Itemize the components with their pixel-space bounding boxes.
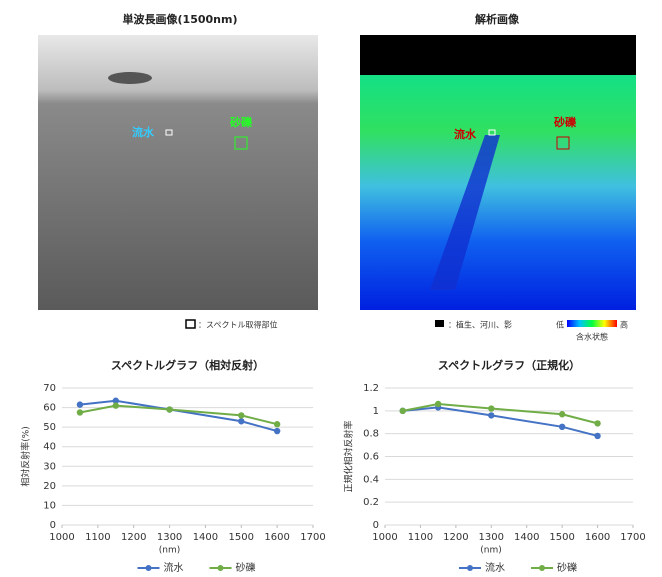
y-tick-label: 1 [373, 406, 379, 417]
image-label: 流水 [454, 127, 477, 141]
legend-marker [539, 565, 545, 571]
data-point [238, 418, 244, 424]
image-label: 砂礫 [230, 115, 253, 129]
data-point [274, 428, 280, 434]
data-point [274, 421, 280, 427]
x-tick-label: 1200 [443, 532, 468, 543]
legend-text: ：スペクトル取得部位 [198, 320, 277, 330]
data-point [488, 405, 494, 411]
y-tick-label: 1.2 [363, 383, 379, 394]
x-tick-label: 1500 [229, 532, 254, 543]
y-tick-label: 10 [43, 500, 56, 511]
chart-title: スペクトルグラフ（正規化） [438, 358, 580, 372]
legend-label: 流水 [164, 561, 184, 574]
data-point [594, 420, 600, 426]
x-tick-label: 1700 [300, 532, 325, 543]
x-tick-label: 1400 [193, 532, 218, 543]
x-axis-label: (nm) [159, 546, 181, 556]
image-label: 砂礫 [554, 115, 577, 129]
y-tick-label: 0.6 [363, 452, 379, 463]
x-tick-label: 1000 [49, 532, 74, 543]
legend-box [435, 320, 444, 327]
series-line [80, 406, 277, 425]
legend-marker [146, 565, 152, 571]
legend-label: 砂礫 [557, 561, 577, 574]
x-tick-label: 1200 [121, 532, 146, 543]
legend-marker [218, 565, 224, 571]
x-tick-label: 1600 [264, 532, 289, 543]
legend-label: 流水 [485, 561, 505, 574]
data-point [77, 409, 83, 415]
y-tick-label: 60 [43, 403, 56, 414]
series-line [403, 404, 598, 423]
image-title: 解析画像 [475, 12, 520, 26]
data-point [400, 408, 406, 414]
y-tick-label: 0.8 [363, 429, 379, 440]
x-tick-label: 1100 [85, 532, 110, 543]
data-point [166, 406, 172, 412]
data-point [113, 402, 119, 408]
x-tick-label: 1500 [549, 532, 574, 543]
x-tick-label: 1700 [620, 532, 645, 543]
image-label: 流水 [132, 125, 155, 139]
y-tick-label: 50 [43, 422, 56, 433]
legend-text: ：植生、河川、影 [448, 320, 512, 330]
color-scale [567, 320, 617, 327]
scale-high: 高 [620, 320, 628, 330]
legend-label: 砂礫 [236, 561, 256, 574]
chart-title: スペクトルグラフ（相対反射） [111, 358, 264, 372]
scale-label: 含水状態 [576, 332, 608, 342]
data-point [559, 411, 565, 417]
legend-marker [467, 565, 473, 571]
image-title: 単波長画像(1500nm) [123, 12, 238, 26]
y-tick-label: 20 [43, 481, 56, 492]
y-tick-label: 0 [50, 520, 56, 531]
x-tick-label: 1600 [585, 532, 610, 543]
scale-low: 低 [556, 320, 564, 330]
x-tick-label: 1000 [372, 532, 397, 543]
data-point [77, 401, 83, 407]
analysis-image [360, 35, 636, 310]
y-tick-label: 0 [373, 520, 379, 531]
y-axis-label: 相対反射率(%) [20, 426, 32, 487]
x-tick-label: 1100 [408, 532, 433, 543]
series-line [80, 401, 277, 431]
legend-box [186, 320, 195, 328]
data-point [488, 412, 494, 418]
data-point [594, 433, 600, 439]
y-tick-label: 40 [43, 442, 56, 453]
y-tick-label: 30 [43, 461, 56, 472]
data-point [435, 401, 441, 407]
mask-region [360, 35, 636, 75]
y-tick-label: 70 [43, 383, 56, 394]
x-tick-label: 1300 [479, 532, 504, 543]
data-point [238, 412, 244, 418]
grayscale-image [38, 35, 318, 310]
series-line [403, 407, 598, 436]
y-axis-label: 正規化相対反射率 [343, 420, 355, 492]
data-point [559, 424, 565, 430]
y-tick-label: 0.4 [363, 474, 379, 485]
y-tick-label: 0.2 [363, 497, 379, 508]
x-axis-label: (nm) [480, 546, 502, 556]
x-tick-label: 1400 [514, 532, 539, 543]
x-tick-label: 1300 [157, 532, 182, 543]
figure: 単波長画像(1500nm) 流水 砂礫 ：スペクトル取得部位 解析画像 流水 砂… [0, 0, 662, 577]
image-feature [108, 72, 152, 84]
